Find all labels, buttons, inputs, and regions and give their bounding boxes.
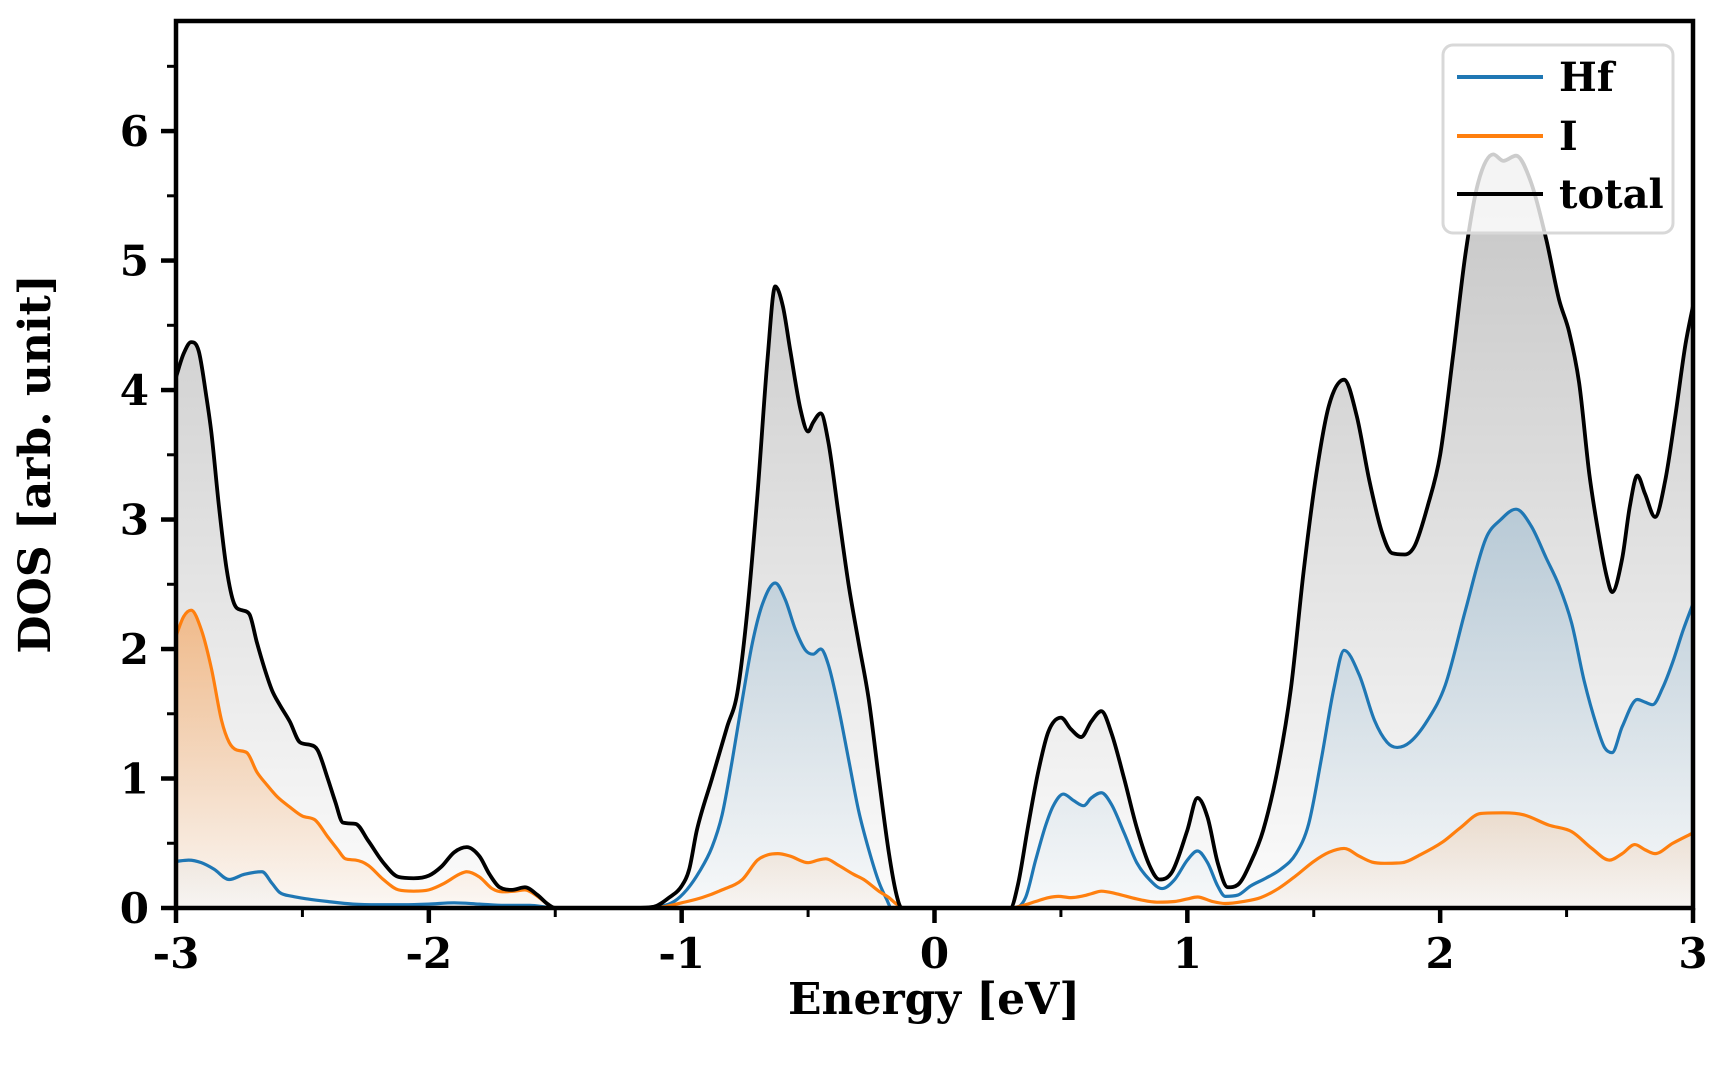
tick-labels: -3 -2 -1 0 1 2 3 0 1 2 3 4 5 6 [120, 107, 1708, 978]
area-fill-i [176, 610, 1693, 908]
area-fill-total [176, 154, 1693, 908]
x-tick-label: -1 [658, 929, 705, 978]
x-axis-title: Energy [eV] [788, 974, 1080, 1025]
y-tick-label: 3 [120, 496, 149, 545]
legend-label-i: I [1559, 113, 1578, 160]
y-tick-label: 2 [120, 625, 149, 674]
legend: Hf I total [1441, 43, 1675, 235]
y-tick-label: 0 [120, 884, 149, 933]
axes-box-and-ticks [161, 18, 1696, 923]
x-tick-label: -3 [153, 929, 200, 978]
x-tick-label: 0 [920, 929, 949, 978]
y-tick-label: 6 [120, 107, 149, 156]
curve-i [176, 608, 1693, 908]
curve-hf [176, 507, 1693, 908]
legend-box [1441, 43, 1675, 235]
curve-total [176, 152, 1693, 908]
x-tick-label: 1 [1173, 929, 1202, 978]
y-tick-label: 5 [120, 237, 149, 286]
x-tick-label: 2 [1426, 929, 1455, 978]
y-tick-label: 1 [120, 755, 149, 804]
legend-label-total: total [1559, 171, 1664, 218]
dos-curves [176, 152, 1693, 908]
x-tick-label: -2 [406, 929, 453, 978]
y-axis-title: DOS [arb. unit] [10, 274, 61, 653]
x-tick-label: 3 [1678, 929, 1707, 978]
legend-label-hf: Hf [1559, 54, 1617, 101]
y-tick-label: 4 [120, 366, 149, 415]
